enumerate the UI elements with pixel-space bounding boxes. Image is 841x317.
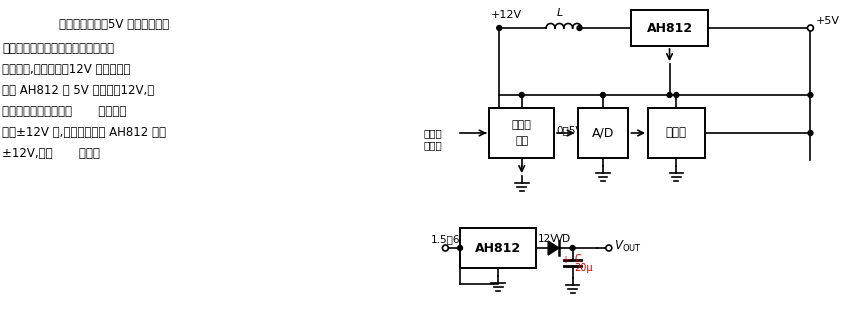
Text: 压输入: 压输入 bbox=[424, 140, 442, 150]
Text: L: L bbox=[557, 8, 563, 18]
Text: 20μ: 20μ bbox=[574, 263, 593, 273]
Text: 但在单片机外围电路中往往有运算放: 但在单片机外围电路中往往有运算放 bbox=[2, 42, 114, 55]
Circle shape bbox=[808, 93, 813, 98]
Text: 简化电源的设计。如图       所示，若: 简化电源的设计。如图 所示，若 bbox=[2, 105, 126, 118]
Bar bbox=[489, 108, 554, 158]
Text: AH812: AH812 bbox=[475, 242, 521, 255]
Text: 12V: 12V bbox=[537, 234, 558, 244]
Bar bbox=[460, 228, 537, 268]
Circle shape bbox=[519, 93, 524, 98]
Circle shape bbox=[667, 93, 672, 98]
Circle shape bbox=[577, 25, 582, 30]
Text: C: C bbox=[574, 254, 581, 264]
Polygon shape bbox=[548, 241, 559, 255]
Circle shape bbox=[674, 93, 679, 98]
Text: 需要±12V 时,也可以用两块 AH812 组成: 需要±12V 时,也可以用两块 AH812 组成 bbox=[2, 126, 166, 139]
Bar bbox=[632, 10, 707, 46]
Text: VD: VD bbox=[556, 234, 571, 244]
Circle shape bbox=[606, 245, 611, 251]
Text: A/D: A/D bbox=[592, 126, 614, 139]
Text: 单片机: 单片机 bbox=[666, 126, 687, 139]
Text: 单片机系统由＋5V 单电源供电。: 单片机系统由＋5V 单电源供电。 bbox=[59, 18, 169, 31]
Circle shape bbox=[808, 131, 813, 135]
Text: 0～5V: 0～5V bbox=[556, 125, 583, 135]
Text: ±12V,如图       所示。: ±12V,如图 所示。 bbox=[2, 147, 100, 160]
Text: 大器: 大器 bbox=[515, 136, 528, 146]
Circle shape bbox=[442, 245, 448, 251]
Circle shape bbox=[808, 25, 813, 30]
Text: +5V: +5V bbox=[816, 16, 839, 26]
Circle shape bbox=[600, 93, 606, 98]
Circle shape bbox=[807, 25, 813, 31]
Circle shape bbox=[570, 245, 575, 250]
Circle shape bbox=[458, 245, 463, 250]
Text: 运算放: 运算放 bbox=[512, 120, 532, 130]
Text: 大器电路,有时需要＋12V 供电。此时: 大器电路,有时需要＋12V 供电。此时 bbox=[2, 63, 130, 76]
Text: 模拟电: 模拟电 bbox=[424, 128, 442, 138]
Bar bbox=[648, 108, 705, 158]
Bar bbox=[578, 108, 628, 158]
Text: +: + bbox=[561, 255, 569, 265]
Text: 1.5～6V: 1.5～6V bbox=[431, 234, 468, 244]
Text: +12V: +12V bbox=[490, 10, 521, 20]
Text: AH812: AH812 bbox=[647, 22, 693, 35]
Text: 采用 AH812 将 5V 提升到＋12V,可: 采用 AH812 将 5V 提升到＋12V,可 bbox=[2, 84, 154, 97]
Circle shape bbox=[497, 25, 501, 30]
Text: $V_\mathrm{OUT}$: $V_\mathrm{OUT}$ bbox=[614, 239, 641, 254]
